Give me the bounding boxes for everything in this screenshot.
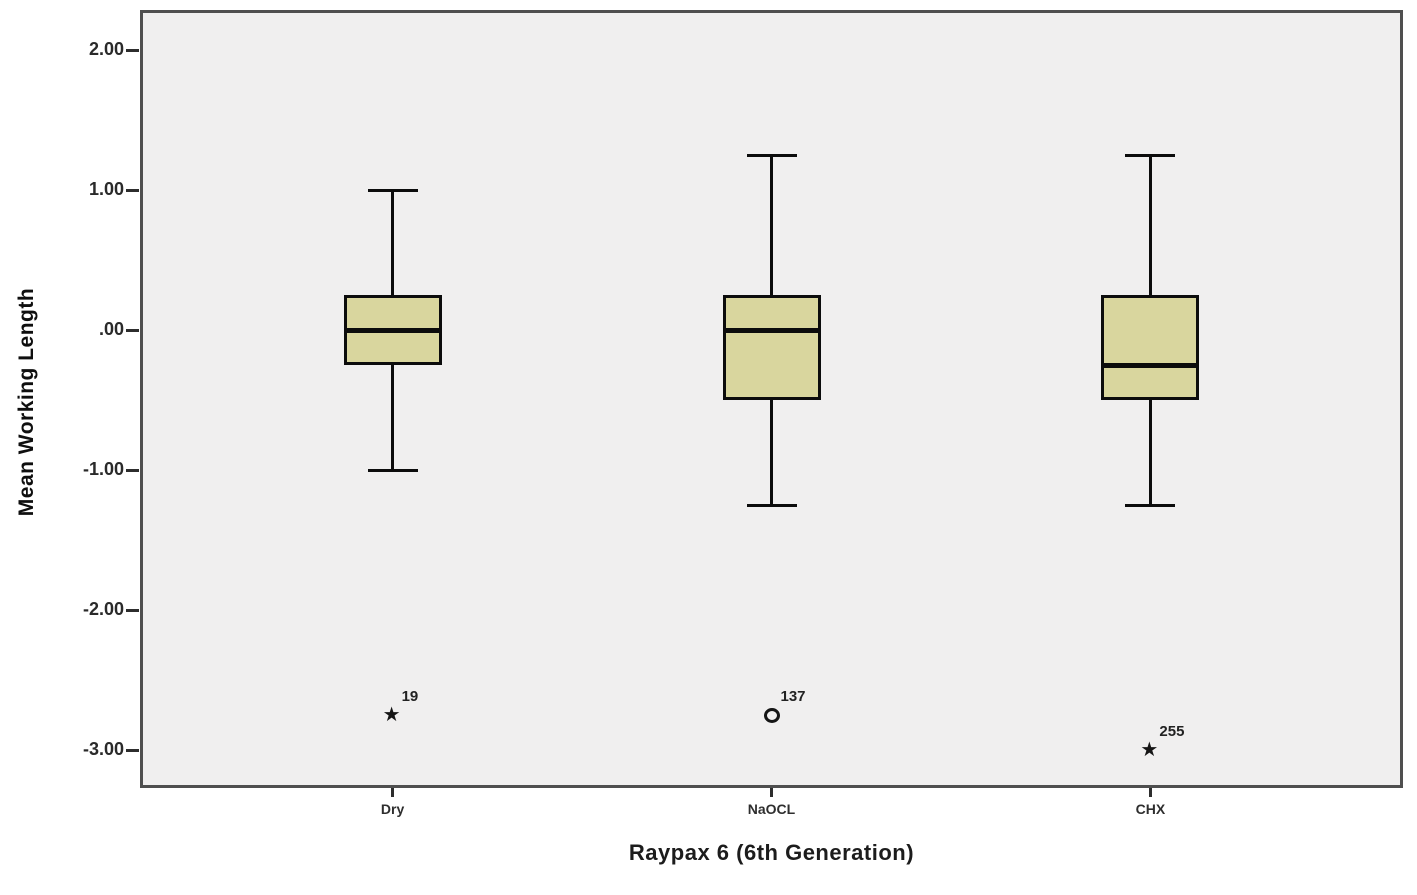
outlier-star-marker: ★ [382, 704, 401, 727]
y-tick-label: 2.00 [88, 39, 124, 60]
whisker-cap-bottom-chx [1125, 503, 1176, 507]
median-line-naocl [722, 327, 821, 333]
outlier-label: 137 [780, 688, 806, 706]
outlier-star-marker: ★ [1140, 739, 1159, 762]
whisker-cap-bottom-dry [367, 468, 418, 472]
y-axis-title: Mean Working Length [15, 287, 38, 517]
x-tick-label: CHX [1135, 801, 1166, 817]
y-tick-label: -1.00 [82, 459, 124, 480]
y-axis-tick [126, 188, 139, 192]
outlier-circle-marker [763, 707, 780, 723]
median-line-chx [1101, 362, 1200, 368]
y-axis-tick [126, 748, 139, 752]
y-axis-tick [126, 328, 139, 332]
whisker-cap-bottom-naocl [746, 503, 797, 507]
y-axis-tick [126, 468, 139, 472]
x-tick-label: Dry [380, 801, 405, 817]
median-line-dry [343, 327, 442, 333]
y-tick-label: 1.00 [88, 179, 124, 200]
x-axis-tick [770, 788, 773, 797]
x-axis-tick [1148, 788, 1152, 797]
x-tick-label: NaOCL [747, 801, 796, 817]
outlier-label: 255 [1159, 723, 1185, 741]
whisker-cap-top-dry [367, 188, 418, 192]
boxplot-box-naocl [722, 295, 821, 401]
outlier-label: 19 [401, 688, 419, 706]
y-axis-tick [126, 48, 139, 52]
y-tick-label: .00 [98, 319, 124, 340]
y-axis-tick [126, 608, 139, 612]
whisker-cap-top-chx [1125, 153, 1176, 157]
y-tick-label: -2.00 [82, 599, 124, 620]
whisker-cap-top-naocl [746, 153, 797, 157]
x-axis-title: Raypax 6 (6th Generation) [628, 840, 915, 865]
x-axis-tick [391, 788, 395, 797]
boxplot-box-chx [1101, 295, 1200, 401]
y-tick-label: -3.00 [82, 739, 124, 760]
